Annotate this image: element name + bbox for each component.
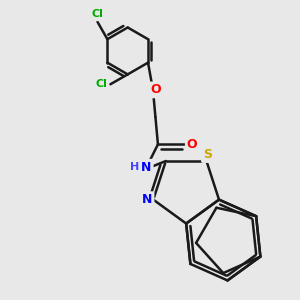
Text: N: N: [141, 161, 152, 174]
Text: Cl: Cl: [92, 9, 104, 20]
Text: S: S: [203, 148, 212, 161]
Text: O: O: [150, 83, 161, 96]
Text: H: H: [130, 162, 139, 172]
Text: O: O: [187, 138, 197, 151]
Text: Cl: Cl: [95, 79, 107, 89]
Text: N: N: [142, 193, 152, 206]
